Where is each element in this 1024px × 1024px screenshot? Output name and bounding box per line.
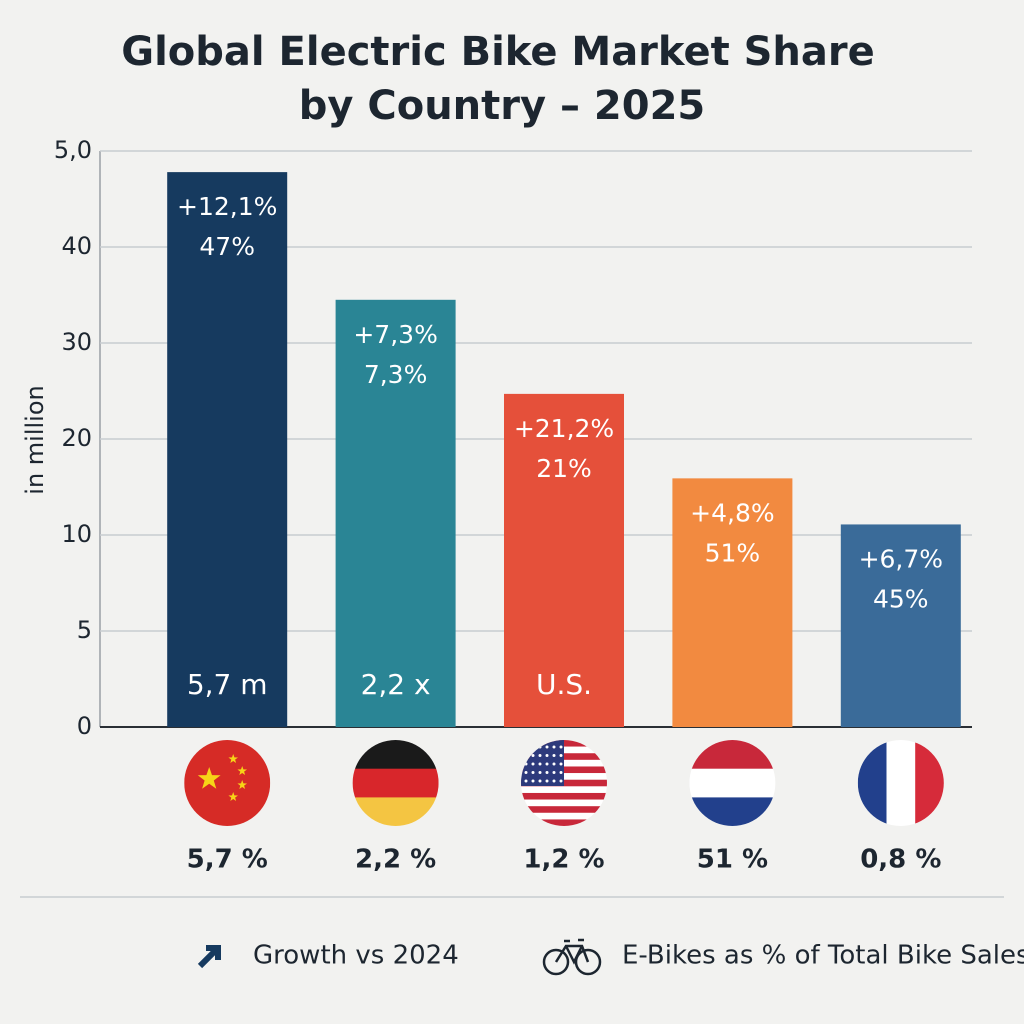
flag-star	[559, 771, 563, 774]
flag-star	[559, 754, 563, 757]
flag-part	[886, 740, 916, 826]
flag-part	[689, 768, 776, 798]
flag-star	[545, 745, 549, 749]
flag-star	[545, 771, 549, 774]
flag	[521, 740, 607, 826]
flag-star	[538, 762, 542, 766]
footer-label: 1,2 %	[523, 845, 604, 875]
flag-star	[228, 754, 238, 763]
flag-part	[521, 786, 607, 794]
flag-star	[524, 779, 528, 783]
share-label: 21%	[536, 454, 592, 483]
legend-growth-icon	[197, 945, 221, 969]
legend-label: Growth vs 2024	[253, 941, 459, 971]
y-tick-label: 5	[77, 616, 92, 644]
flag-star	[559, 745, 563, 749]
flag-star	[552, 779, 556, 783]
flag-star	[559, 762, 563, 766]
flag-star	[545, 754, 549, 757]
share-label: 47%	[199, 232, 255, 261]
growth-label: +21,2%	[514, 414, 614, 443]
flag-star	[559, 779, 563, 783]
flag-star	[552, 745, 556, 749]
footer-label: 5,7 %	[187, 845, 268, 875]
flag-star	[552, 754, 556, 757]
bar	[335, 299, 456, 727]
footer-label: 51 %	[697, 845, 768, 875]
growth-label: +7,3%	[353, 320, 437, 349]
flag-part	[352, 768, 439, 798]
bar	[672, 478, 793, 727]
share-label: 51%	[705, 538, 761, 567]
flag-body	[184, 740, 271, 826]
flag-star	[545, 779, 549, 783]
flag-body	[857, 740, 944, 826]
flag-star	[552, 771, 556, 774]
y-tick-label: 10	[61, 520, 92, 548]
y-tick-label: 20	[61, 424, 92, 452]
flag-body	[352, 740, 439, 826]
flag-star	[545, 762, 549, 766]
bar-note: U.S.	[536, 668, 592, 701]
bar	[504, 393, 624, 727]
legend-label: E-Bikes as % of Total Bike Sales	[622, 941, 1024, 971]
growth-label: +4,8%	[690, 498, 774, 527]
share-label: 7,3%	[364, 360, 428, 389]
bar	[840, 524, 961, 727]
flag-body	[689, 740, 776, 826]
flag	[857, 740, 944, 826]
footer-label: 2,2 %	[355, 845, 436, 875]
bar	[167, 172, 288, 727]
flag-body	[521, 740, 607, 826]
flag-star	[531, 762, 535, 766]
y-tick-label: 0	[77, 712, 92, 740]
flag-star	[197, 767, 221, 789]
flag-star	[538, 754, 542, 757]
flag-star	[531, 771, 535, 774]
flag-star	[524, 771, 528, 774]
flag	[184, 740, 271, 826]
flag-star	[237, 780, 247, 789]
flag-part	[521, 792, 607, 800]
chart-title: by Country – 2025	[299, 83, 706, 129]
flag-part	[521, 819, 607, 826]
bar-note: 5,7 m	[187, 668, 268, 701]
flag-star	[531, 754, 535, 757]
flag-star	[531, 779, 535, 783]
bar-note: 2,2 x	[361, 668, 431, 701]
y-tick-label: 40	[61, 232, 92, 260]
legend-bike-icon	[542, 938, 602, 976]
footer-label: 0,8 %	[860, 845, 941, 875]
flag	[689, 740, 776, 826]
flag-star	[538, 771, 542, 774]
flag-star	[552, 762, 556, 766]
flag-star	[228, 792, 238, 801]
flag-star	[538, 779, 542, 783]
share-label: 45%	[873, 584, 929, 613]
y-axis-label: in million	[21, 385, 49, 494]
flag-star	[237, 766, 247, 775]
growth-label: +6,7%	[859, 544, 943, 573]
flag-part	[521, 812, 607, 820]
y-tick-label: 30	[61, 328, 92, 356]
flag	[352, 740, 439, 826]
flag-part	[521, 806, 607, 813]
y-tick-label: 5,0	[54, 136, 92, 164]
flag-part	[521, 799, 607, 807]
chart-title: Global Electric Bike Market Share	[121, 29, 875, 75]
flag-part	[184, 740, 271, 826]
growth-label: +12,1%	[177, 192, 277, 221]
